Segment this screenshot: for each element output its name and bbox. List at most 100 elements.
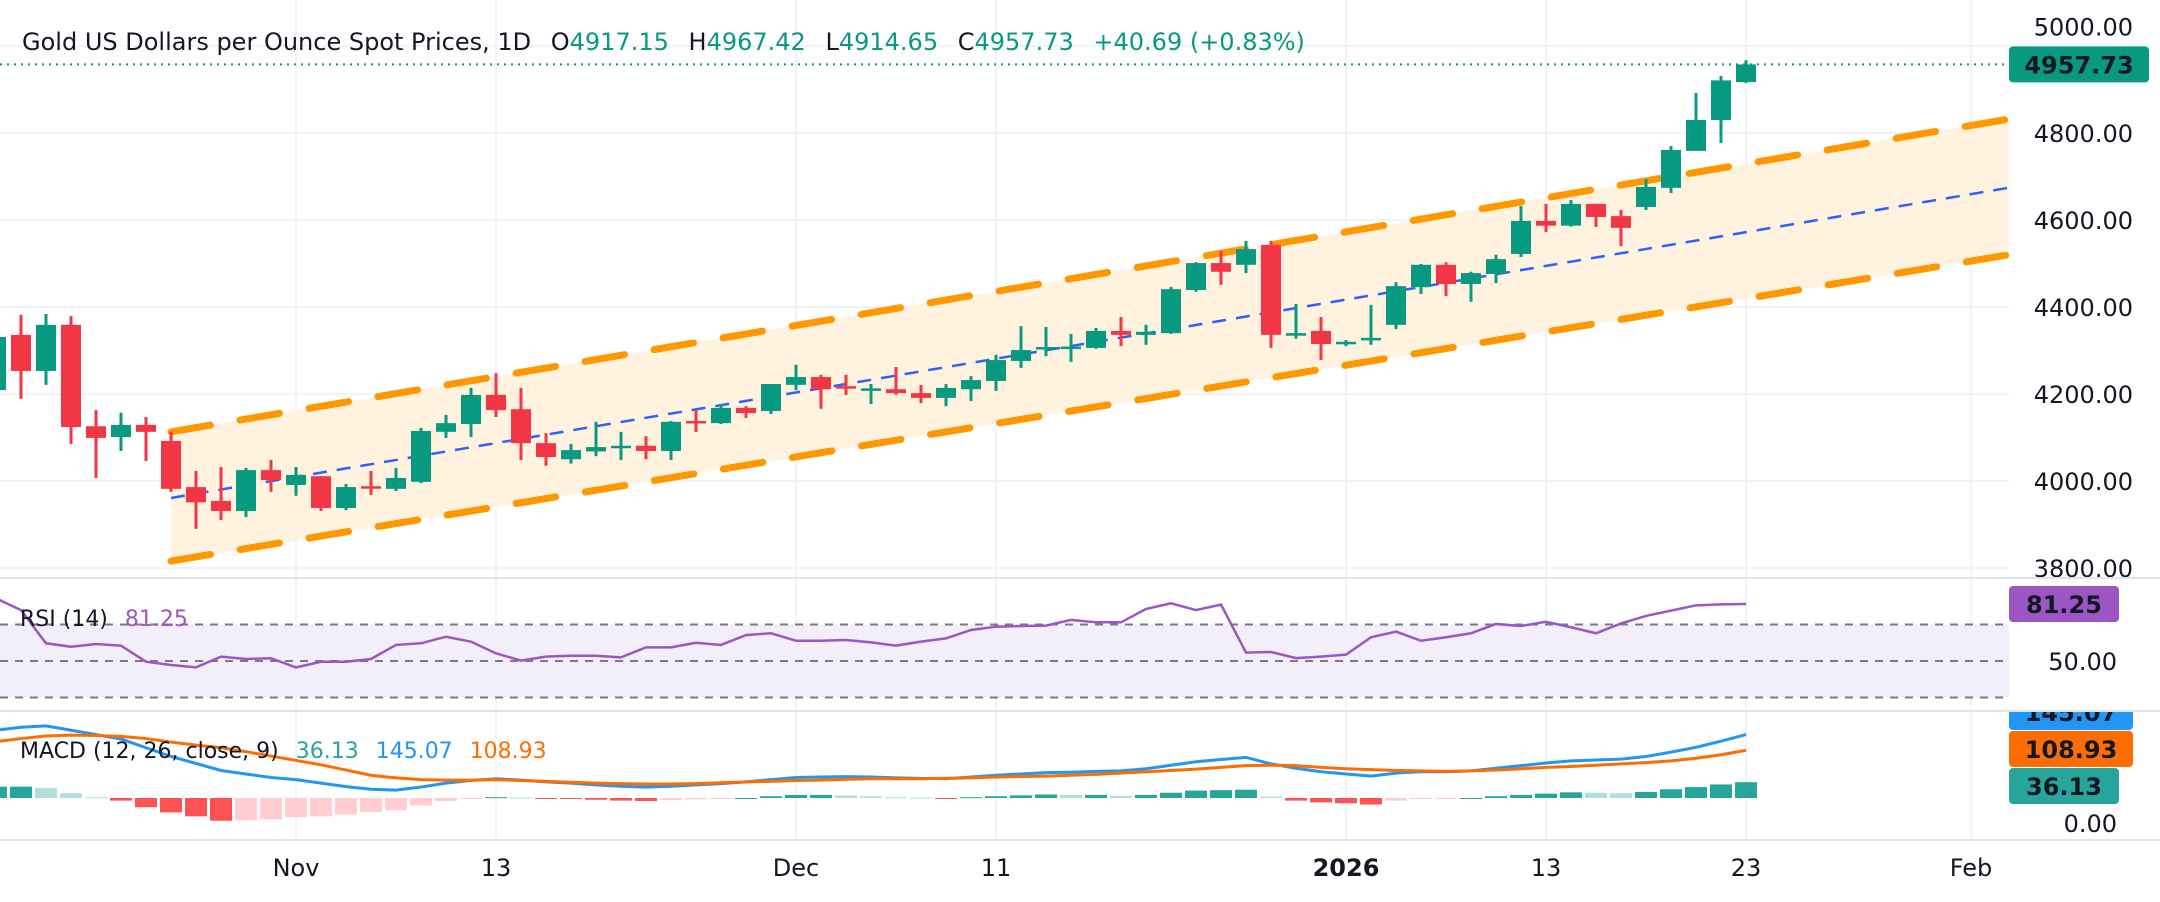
candle[interactable] — [1111, 317, 1131, 347]
candle[interactable] — [611, 431, 631, 461]
candle[interactable] — [261, 460, 281, 492]
candle[interactable] — [61, 316, 81, 445]
candle[interactable] — [1386, 282, 1406, 330]
candle[interactable] — [786, 364, 806, 391]
macd-histogram-bar — [335, 798, 357, 815]
price-pane[interactable] — [0, 60, 2009, 565]
candle[interactable] — [736, 406, 756, 418]
candle[interactable] — [1236, 240, 1256, 274]
candle[interactable] — [0, 331, 6, 398]
candle[interactable] — [36, 313, 56, 385]
candle[interactable] — [811, 374, 831, 409]
candle[interactable] — [761, 383, 781, 415]
candle[interactable] — [486, 373, 506, 418]
candle-body — [1736, 64, 1756, 83]
candle[interactable] — [1086, 327, 1106, 349]
macd-histogram-bar — [285, 798, 307, 818]
candle[interactable] — [1736, 60, 1756, 84]
open-label: O — [551, 28, 570, 56]
rsi-axis-label: 50.00 — [2048, 648, 2117, 676]
candle[interactable] — [886, 367, 906, 395]
candle[interactable] — [236, 467, 256, 518]
candle[interactable] — [1261, 240, 1281, 348]
candle[interactable] — [1561, 200, 1581, 227]
candle[interactable] — [461, 387, 481, 438]
candle-body — [1386, 286, 1406, 325]
candle[interactable] — [386, 467, 406, 491]
candle[interactable] — [1186, 262, 1206, 292]
macd-signal-line[interactable] — [0, 733, 1747, 786]
candle[interactable] — [1211, 250, 1231, 285]
candle[interactable] — [861, 383, 881, 405]
candle[interactable] — [661, 420, 681, 461]
y-axis-label: 5000.00 — [2034, 13, 2133, 41]
candles — [0, 60, 1756, 529]
candle[interactable] — [86, 410, 106, 478]
candle[interactable] — [1036, 327, 1056, 357]
candle[interactable] — [1586, 203, 1606, 227]
channel-lower-line[interactable] — [167, 251, 2009, 565]
candle[interactable] — [1361, 304, 1381, 345]
candle[interactable] — [336, 484, 356, 511]
candle[interactable] — [1711, 76, 1731, 144]
candle[interactable] — [586, 421, 606, 457]
candle[interactable] — [311, 476, 331, 512]
rsi-legend[interactable]: RSI (14) 81.25 — [20, 607, 188, 632]
candle[interactable] — [511, 387, 531, 461]
rsi-pane[interactable] — [0, 598, 2009, 699]
candle-body — [1061, 346, 1081, 350]
macd-histogram-bar — [1160, 792, 1182, 798]
macd-histogram-bar — [560, 798, 582, 799]
candle[interactable] — [1011, 326, 1031, 368]
candle[interactable] — [1536, 203, 1556, 233]
candle[interactable] — [536, 433, 556, 466]
candle[interactable] — [111, 412, 131, 451]
candle[interactable] — [161, 431, 181, 492]
candle[interactable] — [436, 414, 456, 438]
candle[interactable] — [1311, 317, 1331, 361]
macd-histogram-bar — [1035, 794, 1057, 798]
candle[interactable] — [1436, 262, 1456, 297]
channel-upper-line[interactable] — [167, 115, 2009, 436]
candle[interactable] — [836, 374, 856, 395]
candle[interactable] — [411, 427, 431, 484]
candle[interactable] — [561, 444, 581, 464]
candle[interactable] — [961, 376, 981, 401]
macd-pane[interactable] — [0, 724, 1757, 821]
candle[interactable] — [361, 470, 381, 495]
macd-histogram-bar — [1335, 798, 1357, 804]
candle[interactable] — [286, 467, 306, 496]
candle[interactable] — [1611, 210, 1631, 247]
candle[interactable] — [1336, 340, 1356, 347]
candle[interactable] — [986, 354, 1006, 391]
candle[interactable] — [136, 417, 156, 461]
x-axis-label: Feb — [1950, 854, 1993, 882]
candle[interactable] — [1411, 263, 1431, 294]
candle[interactable] — [936, 383, 956, 407]
macd-legend[interactable]: MACD (12, 26, close, 9) 36.13 145.07 108… — [20, 739, 547, 764]
candle[interactable] — [211, 467, 231, 521]
candle[interactable] — [1161, 286, 1181, 334]
candle-body — [86, 426, 106, 438]
candle[interactable] — [1286, 303, 1306, 339]
low-value: 4914.65 — [839, 28, 938, 56]
candle[interactable] — [636, 436, 656, 460]
candle[interactable] — [1061, 333, 1081, 362]
candle[interactable] — [11, 314, 31, 399]
candle[interactable] — [1636, 179, 1656, 211]
x-axis-label: 13 — [1531, 854, 1562, 882]
signal-value-badge-bg — [2009, 731, 2133, 767]
candle[interactable] — [1486, 254, 1506, 284]
candle[interactable] — [686, 410, 706, 432]
candle-body — [1286, 333, 1306, 336]
candle[interactable] — [711, 404, 731, 425]
candle[interactable] — [1661, 146, 1681, 194]
candle[interactable] — [1136, 324, 1156, 345]
rsi-line[interactable] — [0, 598, 1747, 669]
candle[interactable] — [911, 384, 931, 404]
candle[interactable] — [1511, 206, 1531, 257]
candle[interactable] — [186, 470, 206, 529]
candle[interactable] — [1461, 271, 1481, 302]
candle[interactable] — [1686, 92, 1706, 151]
